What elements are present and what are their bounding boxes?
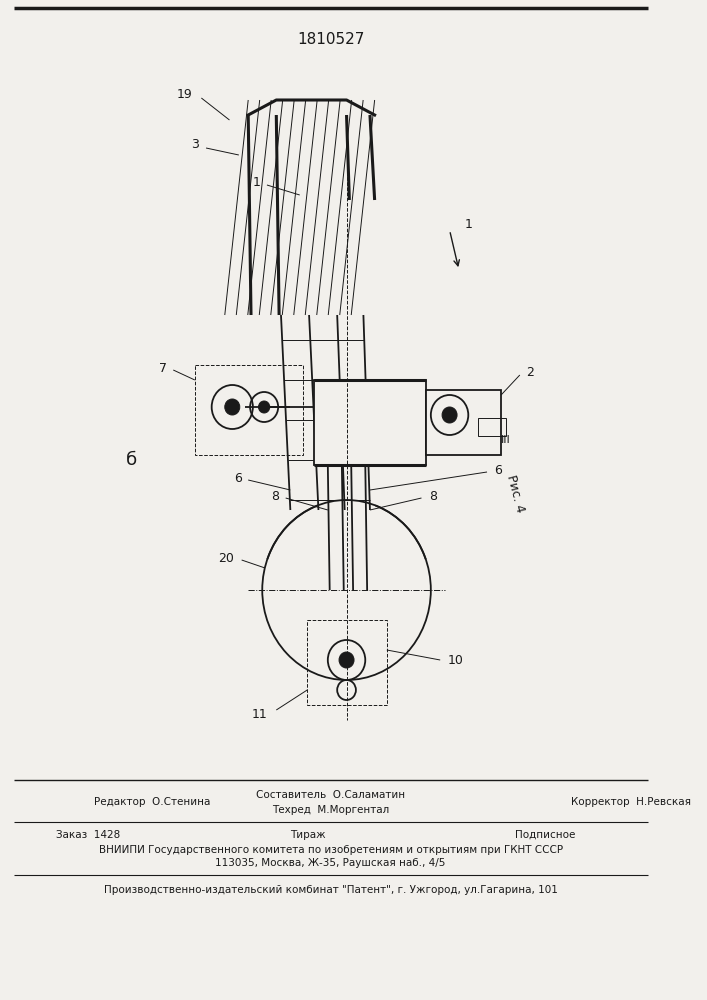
Text: 3: 3 <box>191 138 199 151</box>
Text: 1: 1 <box>464 219 472 232</box>
Text: Корректор  Н.Ревская: Корректор Н.Ревская <box>571 797 691 807</box>
Text: III: III <box>501 435 511 445</box>
Circle shape <box>225 399 240 415</box>
Text: Рис. 4: Рис. 4 <box>504 473 527 514</box>
Text: Составитель  О.Саламатин: Составитель О.Саламатин <box>256 790 405 800</box>
Bar <box>308 620 387 705</box>
Text: 1: 1 <box>252 176 260 190</box>
Text: 8: 8 <box>271 489 279 502</box>
Text: 11: 11 <box>252 708 268 720</box>
Text: Производственно-издательский комбинат "Патент", г. Ужгород, ул.Гагарина, 101: Производственно-издательский комбинат "П… <box>104 885 558 895</box>
Text: б: б <box>126 451 136 469</box>
Text: Подписное: Подписное <box>515 830 575 840</box>
Text: 6: 6 <box>234 472 242 485</box>
Text: Техред  М.Моргентал: Техред М.Моргентал <box>272 805 390 815</box>
Text: Тираж: Тираж <box>291 830 326 840</box>
Text: 19: 19 <box>176 89 192 102</box>
Circle shape <box>442 407 457 423</box>
Text: 8: 8 <box>429 489 437 502</box>
Text: 7: 7 <box>158 361 167 374</box>
Circle shape <box>339 652 354 668</box>
Text: 20: 20 <box>218 552 234 564</box>
Text: 2: 2 <box>527 365 534 378</box>
Text: 10: 10 <box>448 654 464 668</box>
Text: Редактор  О.Стенина: Редактор О.Стенина <box>93 797 210 807</box>
Bar <box>195 365 303 455</box>
Bar <box>426 390 501 455</box>
Text: Заказ  1428: Заказ 1428 <box>56 830 120 840</box>
Text: 6: 6 <box>494 464 503 477</box>
Text: ВНИИПИ Государственного комитета по изобретениям и открытиям при ГКНТ СССР: ВНИИПИ Государственного комитета по изоб… <box>98 845 563 855</box>
Bar <box>478 418 506 436</box>
Bar <box>314 380 426 465</box>
Text: 1810527: 1810527 <box>297 32 364 47</box>
Circle shape <box>259 401 270 413</box>
Text: 113035, Москва, Ж-35, Раушская наб., 4/5: 113035, Москва, Ж-35, Раушская наб., 4/5 <box>216 858 446 868</box>
